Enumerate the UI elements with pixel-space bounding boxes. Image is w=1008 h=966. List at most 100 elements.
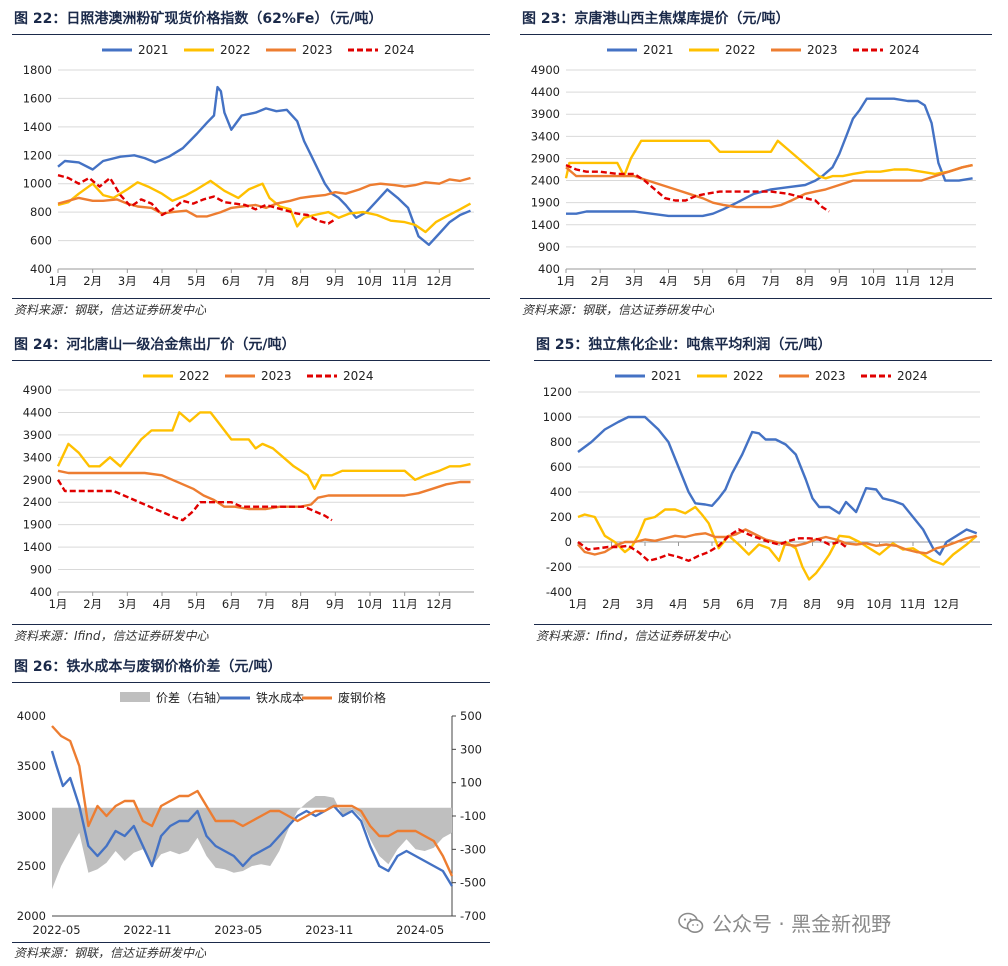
x-tick-label: 2023-11 [305, 923, 353, 937]
series-line-2022 [564, 139, 973, 180]
legend-label: 2023 [261, 369, 292, 383]
title-divider [12, 682, 490, 683]
coking-profit-chart: 2021 2022 2023 2024 -400 -200 0 200 400 600 800 100… [543, 369, 980, 611]
x-tick-label: 6月 [222, 597, 241, 611]
legend-label: 价差（右轴） [156, 690, 228, 705]
legend-label: 2023 [807, 43, 838, 57]
x-tick-label: 10月 [860, 274, 886, 288]
chart-title: 图 26：铁水成本与废钢价格价差（元/吨） [14, 659, 282, 675]
y-tick-label: 3900 [23, 428, 52, 442]
x-tick-label: 12月 [929, 274, 955, 288]
y-tick-label: 1400 [23, 120, 52, 134]
y-tick-label: 3400 [23, 450, 52, 464]
y-tick-label: 3900 [531, 107, 560, 121]
x-tick-label: 4月 [153, 597, 172, 611]
y-tick-label: 0 [565, 535, 572, 549]
x-tick-label: 7月 [257, 274, 276, 288]
legend-label: 2023 [815, 369, 846, 383]
series-line-废钢价格 [51, 725, 454, 877]
source-divider [520, 298, 992, 299]
x-tick-label: 2024-05 [396, 923, 444, 937]
series-line-2022 [56, 411, 471, 490]
y-tick-label: 1800 [23, 63, 52, 77]
source-divider [12, 942, 490, 943]
y-tick-label: 4400 [531, 85, 560, 99]
y-tick-label: 800 [30, 205, 52, 219]
legend-label: 2024 [897, 369, 928, 383]
legend-label: 2024 [384, 43, 415, 57]
x-tick-label: 7月 [762, 274, 781, 288]
x-tick-label: 2022-11 [123, 923, 171, 937]
y-tick-label: 900 [538, 240, 560, 254]
x-tick-label: 10月 [866, 597, 892, 611]
series-line-2022 [57, 179, 472, 234]
x-tick-label: 2月 [591, 274, 610, 288]
source-divider [534, 624, 992, 625]
y-tick-label: 3400 [531, 129, 560, 143]
y-tick-label: 2500 [17, 859, 46, 873]
legend-label: 2021 [643, 43, 674, 57]
x-tick-label: 8月 [291, 597, 310, 611]
legend-swatch [120, 692, 150, 702]
x-tick-label: 11月 [900, 597, 926, 611]
y-tick-label: -400 [546, 585, 572, 599]
y-tick-label: 400 [30, 262, 52, 276]
x-tick-label: 1月 [557, 274, 576, 288]
x-tick-label: 5月 [703, 597, 722, 611]
x-tick-label: 10月 [357, 274, 383, 288]
y2-tick-label: 300 [460, 742, 482, 756]
chart-title: 图 23：京唐港山西主焦煤库提价（元/吨） [522, 11, 790, 27]
legend-label: 铁水成本 [256, 691, 304, 705]
series-line-2023 [577, 528, 977, 556]
x-tick-label: 12月 [426, 597, 452, 611]
title-divider [12, 34, 490, 35]
watermark-text: 公众号 · 黑金新视野 [712, 912, 892, 936]
y2-tick-label: 100 [460, 776, 482, 790]
x-tick-label: 11月 [392, 274, 418, 288]
series-line-2021 [566, 97, 973, 218]
y-tick-label: 1900 [531, 196, 560, 210]
x-tick-label: 3月 [118, 597, 137, 611]
y-tick-label: 4400 [23, 405, 52, 419]
coking-coal-chart: 2021 2022 2023 2024 400 900 1400 1900 2400 2900 34… [531, 43, 976, 288]
y-tick-label: 600 [30, 234, 52, 248]
y-tick-label: 1000 [543, 410, 572, 424]
legend-label: 2022 [179, 369, 210, 383]
series-line-2021 [577, 415, 978, 556]
y-tick-label: 2000 [17, 909, 46, 923]
coke-price-chart: 2022 2023 2024 400 900 1400 1900 2400 2900 3400 39… [23, 369, 474, 611]
spread-chart: 价差（右轴） 铁水成本 废钢价格 2000 2500 3000 3500 4000 -700 -5… [17, 690, 486, 937]
legend-label: 2022 [220, 43, 251, 57]
title-divider [534, 360, 992, 361]
x-tick-label: 2022-05 [33, 923, 81, 937]
y-tick-label: 1400 [23, 540, 52, 554]
y-tick-label: 800 [550, 435, 572, 449]
x-tick-label: 3月 [118, 274, 137, 288]
y-tick-label: 1600 [23, 91, 52, 105]
y-tick-label: 2400 [531, 174, 560, 188]
series-line-2024 [56, 479, 333, 522]
y-tick-label: 3000 [17, 809, 46, 823]
title-divider [520, 34, 992, 35]
legend-label: 2024 [343, 369, 374, 383]
chart-source: 资料来源：Ifind，信达证券研发中心 [14, 629, 209, 643]
panel-coke-price: 图 24：河北唐山一级冶金焦出厂价（元/吨） 2022 2023 2024 400 90… [12, 334, 490, 646]
y-tick-label: 2900 [23, 473, 52, 487]
x-tick-label: 8月 [803, 597, 822, 611]
legend-label: 2024 [889, 43, 920, 57]
wechat-icon [678, 912, 704, 933]
legend-label: 2022 [733, 369, 764, 383]
y-tick-label: 400 [30, 585, 52, 599]
x-tick-label: 1月 [49, 274, 68, 288]
legend-label: 2021 [138, 43, 169, 57]
y-tick-label: 200 [550, 510, 572, 524]
y-tick-label: 400 [538, 262, 560, 276]
y2-tick-label: -300 [460, 842, 486, 856]
legend-label: 2021 [651, 369, 682, 383]
y-tick-label: 1200 [543, 385, 572, 399]
title-divider [12, 360, 490, 361]
x-tick-label: 8月 [291, 274, 310, 288]
y2-tick-label: -700 [460, 909, 486, 923]
legend-label: 2023 [302, 43, 333, 57]
source-divider [12, 624, 490, 625]
